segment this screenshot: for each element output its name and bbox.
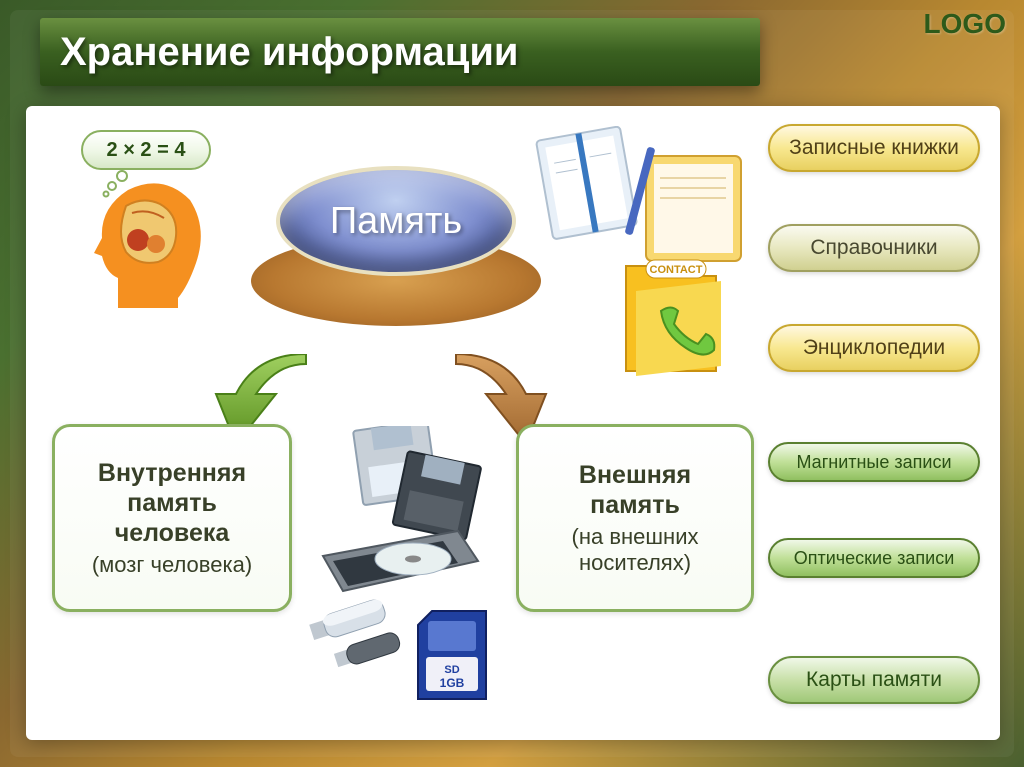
- side-category-0: Записные книжки: [768, 124, 980, 172]
- memory-central-button: Память: [251, 166, 541, 326]
- inner-memory-subtitle: (мозг человека): [92, 552, 252, 578]
- main-panel: 2 × 2 = 4 Память: [26, 106, 1000, 740]
- thought-bubble: 2 × 2 = 4: [81, 130, 211, 170]
- title-bar: Хранение информации: [40, 18, 760, 86]
- logo-text: LOGO: [924, 8, 1006, 40]
- outer-memory-subtitle: (на внешних носителях): [533, 524, 737, 577]
- side-category-4: Оптические записи: [768, 538, 980, 578]
- side-category-3: Магнитные записи: [768, 442, 980, 482]
- slide-title: Хранение информации: [60, 30, 519, 75]
- storage-devices-icons: SD 1GB: [303, 426, 513, 716]
- inner-memory-title: Внутренняя память человека: [69, 458, 275, 548]
- svg-text:1GB: 1GB: [440, 676, 465, 690]
- contact-folder-icon: CONTACT: [616, 256, 736, 386]
- inner-memory-box: Внутренняя память человека (мозг человек…: [52, 424, 292, 612]
- memory-button-top: Память: [276, 166, 516, 276]
- outer-memory-box: Внешняя память (на внешних носителях): [516, 424, 754, 612]
- side-category-5: Карты памяти: [768, 656, 980, 704]
- side-category-2: Энциклопедии: [768, 324, 980, 372]
- brain-head-icon: [88, 178, 208, 318]
- notebooks-icons: [506, 126, 756, 276]
- side-category-1: Справочники: [768, 224, 980, 272]
- memory-label: Память: [330, 200, 462, 243]
- outer-memory-title: Внешняя память: [533, 460, 737, 520]
- svg-text:CONTACT: CONTACT: [650, 264, 703, 276]
- svg-text:SD: SD: [444, 664, 459, 676]
